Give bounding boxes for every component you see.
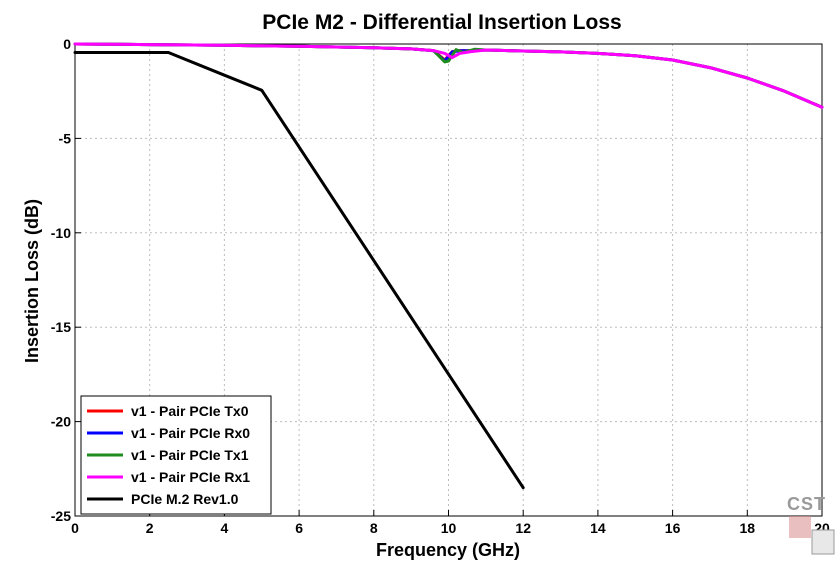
legend-label-4: PCIe M.2 Rev1.0 xyxy=(131,491,239,507)
x-tick-label-3: 6 xyxy=(295,520,303,536)
series-line-4 xyxy=(73,51,525,490)
plot-area: 0 2 4 6 8 10 12 14 16 18 200-5-10-15-20-25 xyxy=(51,36,830,536)
legend: v1 - Pair PCIe Tx0 v1 - Pair PCIe Rx0 v1 -… xyxy=(80,395,272,515)
x-axis-label: Frequency (GHz) xyxy=(376,540,520,560)
y-axis-label: Insertion Loss (dB) xyxy=(22,199,42,363)
x-tick-label-5: 10 xyxy=(441,520,457,536)
chart-title: PCIe M2 - Differential Insertion Loss xyxy=(262,11,621,34)
legend-label-3: v1 - Pair PCIe Rx1 xyxy=(131,469,250,485)
x-tick-label-6: 12 xyxy=(515,520,531,536)
y-tick-label-2: -10 xyxy=(51,225,71,241)
legend-label-0: v1 - Pair PCIe Tx0 xyxy=(131,403,249,419)
x-tick-label-4: 8 xyxy=(370,520,378,536)
x-tick-label-9: 18 xyxy=(740,520,756,536)
watermark-text: CST xyxy=(787,494,826,514)
x-tick-label-2: 4 xyxy=(221,520,229,536)
y-tick-label-3: -15 xyxy=(51,319,71,335)
y-tick-label-4: -20 xyxy=(51,414,71,430)
cst-logo: CST xyxy=(787,494,835,555)
logo-cube-left xyxy=(789,516,811,538)
y-tick-label-5: -25 xyxy=(51,508,71,524)
x-tick-label-0: 0 xyxy=(71,520,79,536)
x-tick-label-1: 2 xyxy=(146,520,154,536)
x-tick-label-7: 14 xyxy=(590,520,606,536)
logo-cube-right xyxy=(811,529,835,555)
series-line-3 xyxy=(73,42,824,109)
legend-label-1: v1 - Pair PCIe Rx0 xyxy=(131,425,250,441)
x-tick-label-8: 16 xyxy=(665,520,681,536)
legend-label-2: v1 - Pair PCIe Tx1 xyxy=(131,447,249,463)
y-tick-label-1: -5 xyxy=(59,130,72,146)
y-tick-label-0: 0 xyxy=(63,36,71,52)
